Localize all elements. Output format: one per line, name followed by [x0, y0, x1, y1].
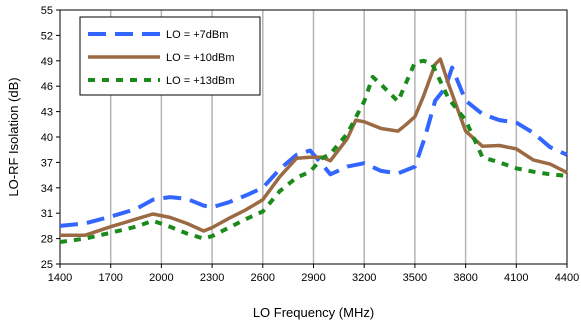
y-tick-label: 49 — [41, 56, 53, 68]
x-tick-label: 2300 — [200, 272, 224, 284]
series-lines — [59, 57, 568, 244]
y-tick-label: 25 — [41, 259, 53, 271]
series-line-lo-10dbm — [60, 57, 568, 237]
y-tick-label: 31 — [41, 208, 53, 220]
x-tick-label: 3800 — [453, 272, 477, 284]
x-tick-label: 4100 — [504, 272, 528, 284]
y-tick-label: 40 — [41, 132, 53, 144]
x-axis-title: LO Frequency (MHz) — [253, 305, 374, 320]
legend-label: LO = +7dBm — [166, 29, 228, 41]
axis-tick-marks — [56, 9, 568, 268]
x-tick-label: 2900 — [301, 272, 325, 284]
x-tick-labels: 1400 1700 2000 2300 2600 2900 3200 3500 3800 4100… — [48, 272, 579, 284]
y-axis-title: LO-RF Isolation (dB) — [6, 77, 21, 196]
x-tick-label: 1700 — [98, 272, 122, 284]
y-tick-label: 46 — [41, 81, 53, 93]
y-tick-label: 28 — [41, 234, 53, 246]
y-tick-labels: 25 28 31 34 37 40 43 46 49 52 55 — [41, 5, 53, 271]
y-tick-label: 43 — [41, 107, 53, 119]
x-tick-label: 1400 — [48, 272, 72, 284]
y-tick-label: 52 — [41, 30, 53, 42]
legend: LO = +7dBm LO = +10dBm LO = +13dBm — [79, 16, 261, 96]
series-line-lo-7dbm — [59, 65, 568, 228]
y-tick-label: 37 — [41, 157, 53, 169]
y-tick-label: 34 — [41, 183, 53, 195]
x-tick-label: 4400 — [555, 272, 579, 284]
x-tick-label: 2000 — [149, 272, 173, 284]
x-tick-label: 3500 — [403, 272, 427, 284]
legend-label: LO = +13dBm — [166, 75, 235, 87]
x-tick-label: 3200 — [352, 272, 376, 284]
x-tick-label: 2600 — [251, 272, 275, 284]
legend-label: LO = +10dBm — [166, 52, 235, 64]
y-tick-label: 55 — [41, 5, 53, 17]
